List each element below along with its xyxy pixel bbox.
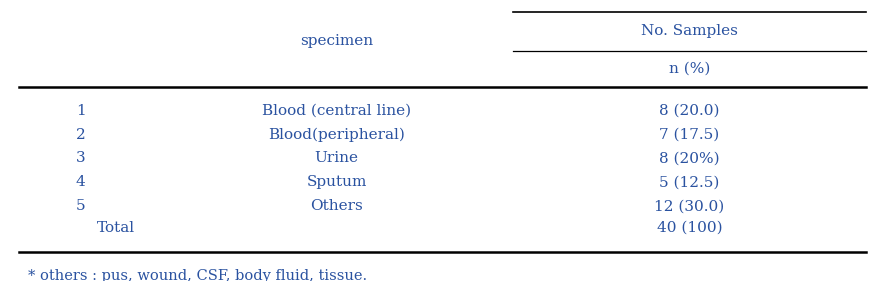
Text: 5 (12.5): 5 (12.5) [659,175,720,189]
Text: * others : pus, wound, CSF, body fluid, tissue.: * others : pus, wound, CSF, body fluid, … [27,269,367,281]
Text: Total: Total [97,221,135,235]
Text: 4: 4 [76,175,86,189]
Text: Blood(peripheral): Blood(peripheral) [268,127,405,142]
Text: 3: 3 [76,151,86,166]
Text: Others: Others [311,200,363,214]
Text: Sputum: Sputum [306,175,366,189]
Text: 40 (100): 40 (100) [657,221,722,235]
Text: 8 (20.0): 8 (20.0) [659,103,720,117]
Text: 12 (30.0): 12 (30.0) [654,200,725,214]
Text: 1: 1 [76,103,86,117]
Text: n (%): n (%) [669,62,710,76]
Text: 8 (20%): 8 (20%) [659,151,720,166]
Text: No. Samples: No. Samples [641,24,738,38]
Text: Urine: Urine [315,151,358,166]
Text: 2: 2 [76,128,86,142]
Text: 5: 5 [76,200,86,214]
Text: Blood (central line): Blood (central line) [262,103,412,117]
Text: 7 (17.5): 7 (17.5) [659,128,720,142]
Text: specimen: specimen [300,34,373,48]
